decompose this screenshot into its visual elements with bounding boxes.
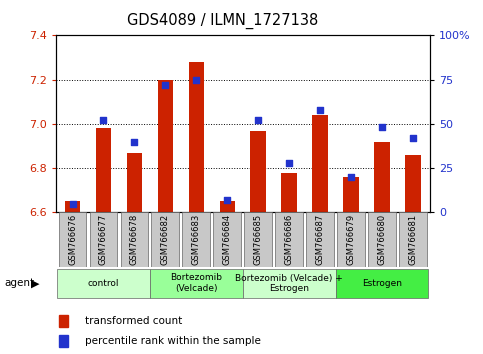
- Bar: [57, 269, 150, 297]
- Point: [192, 77, 200, 82]
- Text: percentile rank within the sample: percentile rank within the sample: [85, 336, 261, 346]
- Bar: [188, 62, 204, 212]
- Text: GSM766683: GSM766683: [192, 214, 201, 265]
- Text: Bortezomib
(Velcade): Bortezomib (Velcade): [170, 274, 222, 293]
- Bar: [213, 212, 241, 267]
- Text: GSM766684: GSM766684: [223, 214, 232, 265]
- Bar: [58, 212, 86, 267]
- Bar: [336, 269, 428, 297]
- Point: [409, 135, 417, 141]
- Bar: [313, 115, 328, 212]
- Point: [378, 125, 386, 130]
- Point: [99, 118, 107, 123]
- Bar: [399, 212, 427, 267]
- Bar: [405, 155, 421, 212]
- Bar: [219, 201, 235, 212]
- Text: Bortezomib (Velcade) +
Estrogen: Bortezomib (Velcade) + Estrogen: [235, 274, 343, 293]
- Point: [223, 197, 231, 203]
- Text: ▶: ▶: [31, 278, 40, 288]
- Text: GSM766680: GSM766680: [377, 214, 386, 265]
- Bar: [343, 177, 359, 212]
- Text: control: control: [88, 279, 119, 288]
- Bar: [306, 212, 334, 267]
- Bar: [150, 269, 242, 297]
- Text: GSM766686: GSM766686: [284, 214, 294, 265]
- Bar: [152, 212, 179, 267]
- Bar: [59, 335, 68, 347]
- Bar: [89, 212, 117, 267]
- Point: [69, 201, 76, 206]
- Text: GSM766685: GSM766685: [254, 214, 263, 265]
- Text: GSM766682: GSM766682: [161, 214, 170, 265]
- Bar: [127, 153, 142, 212]
- Bar: [275, 212, 303, 267]
- Bar: [242, 269, 336, 297]
- Point: [130, 139, 138, 144]
- Text: GSM766676: GSM766676: [68, 214, 77, 265]
- Bar: [244, 212, 272, 267]
- Point: [347, 174, 355, 180]
- Bar: [368, 212, 396, 267]
- Point: [285, 160, 293, 166]
- Text: agent: agent: [5, 278, 35, 288]
- Point: [255, 118, 262, 123]
- Bar: [65, 201, 80, 212]
- Text: GDS4089 / ILMN_1727138: GDS4089 / ILMN_1727138: [127, 12, 318, 29]
- Bar: [121, 212, 148, 267]
- Text: GSM766679: GSM766679: [346, 214, 355, 265]
- Text: Estrogen: Estrogen: [362, 279, 402, 288]
- Bar: [337, 212, 365, 267]
- Bar: [157, 80, 173, 212]
- Bar: [59, 315, 68, 327]
- Text: GSM766687: GSM766687: [315, 214, 325, 265]
- Text: GSM766678: GSM766678: [130, 214, 139, 265]
- Bar: [374, 142, 390, 212]
- Point: [316, 107, 324, 113]
- Text: GSM766677: GSM766677: [99, 214, 108, 265]
- Text: GSM766681: GSM766681: [408, 214, 417, 265]
- Text: transformed count: transformed count: [85, 316, 183, 326]
- Bar: [282, 172, 297, 212]
- Point: [161, 82, 169, 88]
- Bar: [96, 128, 111, 212]
- Bar: [251, 131, 266, 212]
- Bar: [183, 212, 210, 267]
